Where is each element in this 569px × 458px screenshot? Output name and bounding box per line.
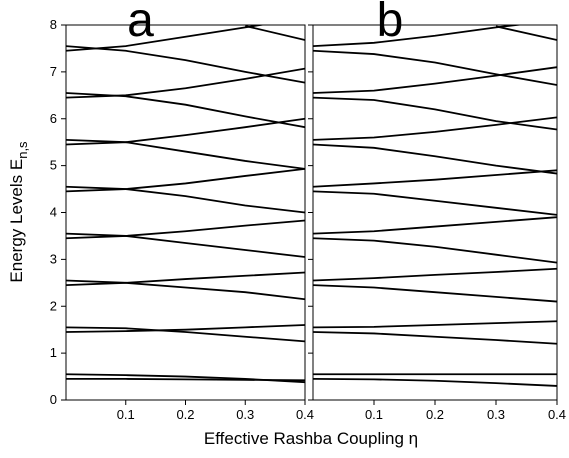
x-tick-label: 0.4	[296, 407, 314, 422]
curve	[313, 143, 557, 175]
y-tick-label: 3	[50, 251, 57, 266]
y-tick-label: 7	[50, 64, 57, 79]
plot-frame	[65, 24, 306, 401]
curve	[66, 138, 305, 170]
x-tick-label: 0.2	[176, 407, 194, 422]
curve	[66, 271, 305, 287]
curve	[66, 279, 305, 301]
y-tick-label: 1	[50, 345, 57, 360]
y-tick-label: 0	[50, 392, 57, 407]
curve	[313, 216, 557, 235]
curve	[313, 284, 557, 303]
y-tick-label: 8	[50, 17, 57, 32]
x-axis-label: Effective Rashba Coupling η	[204, 429, 418, 448]
curve	[66, 324, 305, 333]
x-tick-label: 0.1	[117, 407, 135, 422]
x-tick-label: 0.3	[487, 407, 505, 422]
y-tick-label: 6	[50, 111, 57, 126]
curve	[313, 331, 557, 345]
curve	[313, 237, 557, 264]
plot-area	[313, 25, 557, 387]
curve	[66, 45, 305, 84]
curve	[313, 169, 557, 188]
panel-title: a	[127, 0, 154, 47]
curve	[313, 66, 557, 94]
curve	[66, 117, 305, 146]
curve	[313, 116, 557, 141]
curve	[313, 267, 557, 282]
x-tick-label: 0.1	[365, 407, 383, 422]
x-tick-label: 0.2	[426, 407, 444, 422]
curve	[66, 168, 305, 193]
curve	[66, 232, 305, 258]
curve	[313, 25, 525, 47]
y-tick-label: 5	[50, 158, 57, 173]
curve	[313, 320, 557, 329]
curve	[66, 67, 305, 99]
curve	[66, 185, 305, 214]
y-label-main: Energy Levels E	[7, 159, 26, 283]
y-tick-label: 4	[50, 205, 57, 220]
curve	[66, 378, 305, 382]
plot-frame	[312, 24, 558, 401]
plot-area	[66, 25, 305, 384]
curve	[66, 25, 266, 52]
curve	[313, 49, 557, 86]
curve	[66, 326, 305, 343]
curve	[245, 25, 305, 41]
y-tick-label: 2	[50, 298, 57, 313]
y-label-sub: n,s	[15, 141, 30, 159]
curve	[313, 190, 557, 216]
curve	[66, 92, 305, 129]
curve	[313, 96, 557, 131]
curve	[66, 219, 305, 240]
curve	[495, 25, 557, 41]
x-tick-label: 0.4	[548, 407, 566, 422]
curve	[313, 378, 557, 387]
x-tick-label: 0.3	[236, 407, 254, 422]
y-axis-label: Energy Levels En,s	[7, 141, 30, 283]
